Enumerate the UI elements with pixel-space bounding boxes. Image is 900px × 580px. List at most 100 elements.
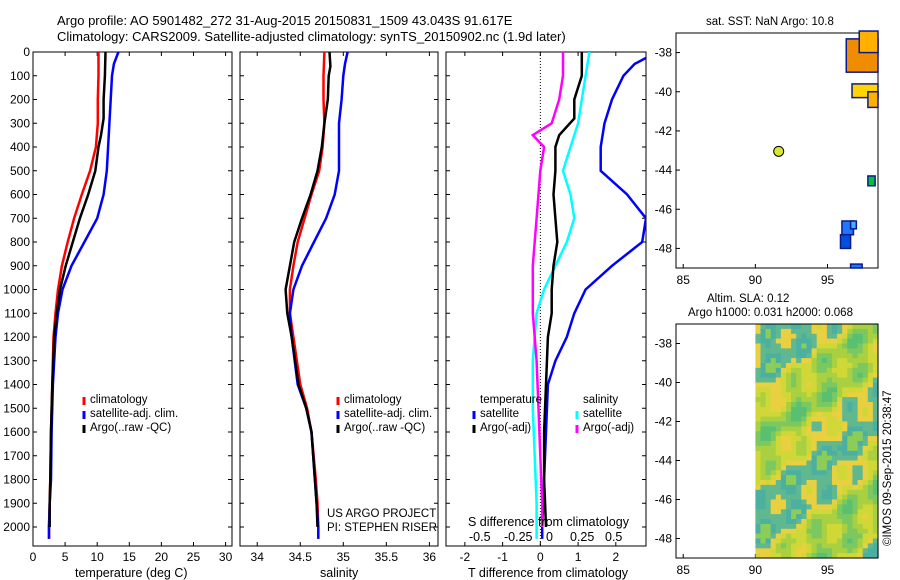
difference-top-xlabel: S difference from climatology — [468, 515, 629, 529]
sla-cell — [826, 431, 833, 437]
sla-cell — [765, 358, 772, 364]
xtick-label: 35 — [337, 550, 351, 564]
sla-cell — [842, 514, 848, 520]
sla-cell — [791, 338, 797, 345]
sla-cell — [857, 465, 864, 471]
sla-cell — [816, 372, 823, 379]
ytick-label: 2000 — [3, 520, 30, 534]
sla-cell — [811, 480, 818, 486]
sla-cell — [826, 358, 833, 364]
sla-cell — [826, 338, 833, 345]
sla-cell — [821, 484, 828, 491]
sla-cell — [760, 494, 767, 501]
sla-cell — [765, 441, 772, 447]
sla-cell — [760, 519, 767, 525]
sla-cell — [760, 480, 767, 486]
sla-cell — [770, 338, 777, 345]
sla-cell — [801, 416, 807, 423]
sla-cell — [826, 411, 833, 418]
sla-cell — [847, 411, 853, 418]
sla-cell — [791, 548, 797, 554]
sla-cell — [755, 484, 762, 491]
sla-cell — [842, 450, 848, 457]
sla-cell — [791, 484, 797, 491]
sla-cell — [775, 372, 782, 379]
sla-cell — [867, 353, 874, 359]
sla-cell — [755, 514, 762, 520]
sla-cell — [832, 426, 838, 432]
sla-cell — [867, 392, 874, 398]
sla-cell — [755, 343, 762, 349]
sla-cell — [811, 343, 818, 349]
sla-cell — [816, 416, 823, 423]
sla-cell — [780, 406, 787, 413]
map-ytick-label: -42 — [655, 124, 673, 138]
sla-cell — [796, 543, 802, 549]
sla-cell — [862, 445, 869, 452]
sla-cell — [770, 455, 777, 462]
map-xtick-label: 90 — [749, 273, 763, 287]
sla-cell — [816, 441, 823, 447]
sla-cell — [816, 450, 823, 457]
sla-cell — [811, 328, 818, 335]
sla-cell — [806, 431, 813, 437]
sla-cell — [862, 328, 869, 335]
sla-cell — [780, 377, 787, 384]
sla-cell — [760, 353, 767, 359]
sla-cell — [872, 411, 879, 418]
sla-cell — [755, 553, 762, 559]
sla-cell — [857, 353, 864, 359]
sla-cell — [791, 504, 797, 510]
sla-cell — [832, 519, 838, 525]
sla-cell — [862, 480, 869, 486]
sla-cell — [760, 406, 767, 413]
sla-cell — [765, 431, 772, 437]
sla-cell — [852, 480, 859, 486]
sla-cell — [816, 343, 823, 349]
sla-cell — [801, 343, 807, 349]
sla-cell — [847, 499, 853, 505]
sla-cell — [760, 465, 767, 471]
sla-cell — [786, 367, 792, 374]
sla-cell — [837, 465, 843, 471]
sla-cell — [775, 465, 782, 471]
sla-cell — [755, 470, 762, 476]
sla-cell — [867, 338, 874, 345]
sla-cell — [755, 363, 762, 369]
sla-cell — [806, 519, 813, 525]
sla-cell — [786, 358, 792, 364]
map-xtick-label: 95 — [821, 273, 835, 287]
sla-cell — [857, 548, 864, 554]
sla-cell — [842, 406, 848, 413]
sla-cell — [811, 387, 818, 393]
sla-cell — [832, 382, 838, 388]
sla-cell — [847, 528, 853, 535]
sla-cell — [765, 372, 772, 379]
sla-cell — [872, 397, 879, 403]
sla-cell — [796, 377, 802, 384]
sla-cell — [837, 514, 843, 520]
sla-cell — [796, 411, 802, 418]
sla-cell — [780, 480, 787, 486]
sla-cell — [755, 543, 762, 549]
sla-cell — [806, 353, 813, 359]
sla-cell — [842, 470, 848, 476]
sla-cell — [826, 528, 833, 535]
sla-cell — [765, 382, 772, 388]
sla-cell — [842, 480, 848, 486]
sla-cell — [832, 377, 838, 384]
sla-cell — [852, 358, 859, 364]
sla-cell — [862, 548, 869, 554]
sla-cell — [852, 343, 859, 349]
sla-cell — [791, 377, 797, 384]
sla-cell — [806, 480, 813, 486]
sla-cell — [786, 392, 792, 398]
sla-cell — [791, 480, 797, 486]
sla-cell — [862, 421, 869, 427]
sla-cell — [837, 553, 843, 559]
sla-cell — [786, 514, 792, 520]
sla-cell — [806, 445, 813, 452]
sla-cell — [847, 382, 853, 388]
sla-cell — [765, 421, 772, 427]
sla-cell — [842, 548, 848, 554]
